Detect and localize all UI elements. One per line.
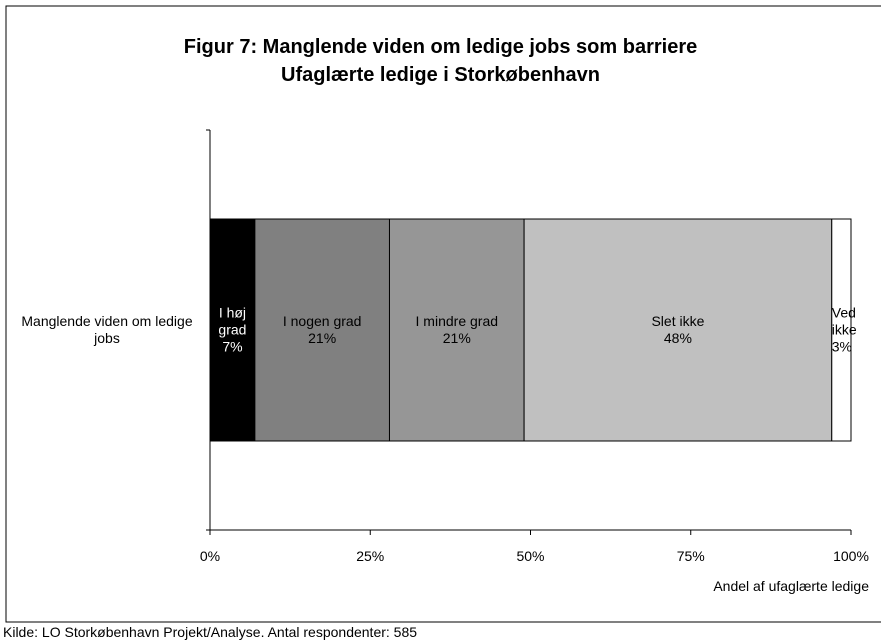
segment-name: Ved ikke [831,304,857,338]
segment-label: I nogen grad 21% [255,313,390,347]
bar-segment [523,218,833,442]
segment-label: I høj grad 7% [210,305,255,356]
x-tick-label: 75% [676,548,705,564]
x-tick-label: 50% [516,548,545,564]
bar-segment [831,218,852,442]
x-tick-label: 100% [833,548,869,564]
source-note: Kilde: LO Storkøbenhavn Projekt/Analyse.… [3,624,418,640]
bar-segment [388,218,525,442]
chart-title: Figur 7: Manglende viden om ledige jobs … [183,36,698,58]
segment-name: I høj grad [218,304,247,338]
segment-label: Ved ikke 3% [831,305,857,356]
x-axis-label: Andel af ufaglærte ledige [713,578,869,594]
segment-label: Slet ikke 48% [524,313,832,347]
x-tick-label: 25% [356,548,385,564]
category-label: Manglende viden om ledige jobs [21,313,193,346]
chart-subtitle: Ufaglærte ledige i Storkøbenhavn [281,64,600,86]
chart-frame [5,5,881,623]
segment-value-label: 21% [442,330,471,346]
x-tick-label: 0% [199,548,221,564]
segment-name: Slet ikke [651,313,705,329]
segment-value-label: 3% [831,338,852,355]
segment-value-label: 7% [222,338,243,355]
segment-label: I mindre grad 21% [389,313,524,347]
segment-value-label: 48% [663,330,692,346]
bar-segment [254,218,390,442]
segment-value-label: 21% [308,330,337,346]
segment-name: I nogen grad [282,313,362,329]
segment-name: I mindre grad [415,313,499,329]
